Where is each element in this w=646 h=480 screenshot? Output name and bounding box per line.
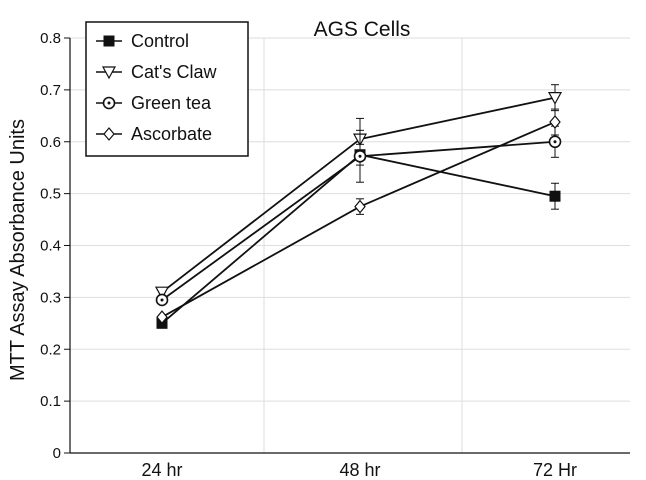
axes: 0 0.1 0.2 0.3 0.4 0.5 0.6 0.7 0.8 24 hr 48 hr 72 Hr [40,30,630,480]
legend-label: Green tea [131,93,212,113]
x-tick-label: 48 hr [339,460,380,480]
y-tick-label: 0 [53,445,61,462]
point-marker [354,199,366,214]
point-marker-dot [160,298,164,302]
series-control [156,143,561,329]
series-green-tea [155,125,562,307]
point-marker [101,66,117,80]
y-tick-label: 0.8 [40,30,61,47]
x-tick-label: 72 Hr [533,460,577,480]
point-marker [547,92,563,105]
point-marker-dot [553,140,557,144]
point-marker [549,190,561,202]
y-tick-label: 0.6 [40,134,61,151]
point-marker [103,127,115,141]
series-group [154,84,563,329]
point-marker-dot [107,101,111,105]
y-axis-label: MTT Assay Absorbance Units [7,119,29,381]
chart-title: AGS Cells [314,18,411,41]
legend-label: Cat's Claw [131,62,217,82]
series-ascorbate [156,108,561,325]
y-tick-label: 0.7 [40,82,61,99]
y-tick-label: 0.2 [40,341,61,358]
y-tick-label: 0.1 [40,393,61,410]
y-tick-label: 0.4 [40,238,61,255]
point-marker [103,35,115,47]
point-marker [156,310,168,325]
point-marker [154,286,170,300]
y-tick-label: 0.3 [40,289,61,306]
point-marker [549,115,561,129]
series-line [161,153,556,324]
x-tick-label: 24 hr [141,460,182,480]
legend: Control Cat's Claw Green tea Ascorbate [85,21,249,157]
legend-label: Ascorbate [131,124,212,144]
y-tick-label: 0.5 [40,186,61,203]
legend-label: Control [131,31,189,51]
point-marker-dot [358,154,362,158]
